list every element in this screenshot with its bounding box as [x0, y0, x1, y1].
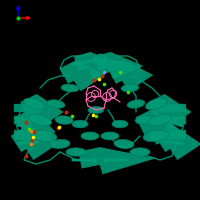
Ellipse shape	[114, 139, 134, 149]
Polygon shape	[14, 130, 50, 140]
Polygon shape	[150, 116, 186, 124]
Ellipse shape	[66, 148, 86, 156]
Ellipse shape	[148, 114, 172, 126]
Ellipse shape	[72, 120, 88, 128]
Ellipse shape	[127, 100, 145, 108]
Polygon shape	[14, 116, 50, 124]
Ellipse shape	[101, 132, 119, 140]
Ellipse shape	[47, 100, 65, 108]
Polygon shape	[150, 130, 186, 140]
Polygon shape	[14, 104, 44, 112]
Polygon shape	[156, 104, 186, 112]
Ellipse shape	[23, 98, 45, 110]
Ellipse shape	[28, 114, 52, 126]
Ellipse shape	[135, 116, 153, 124]
Ellipse shape	[143, 130, 169, 142]
Ellipse shape	[55, 116, 73, 124]
Ellipse shape	[121, 84, 139, 92]
Ellipse shape	[145, 98, 167, 110]
Ellipse shape	[130, 148, 150, 156]
Ellipse shape	[81, 132, 99, 140]
Ellipse shape	[31, 130, 57, 142]
Ellipse shape	[112, 120, 128, 128]
Ellipse shape	[50, 139, 70, 149]
Ellipse shape	[61, 84, 79, 92]
Ellipse shape	[88, 107, 104, 114]
